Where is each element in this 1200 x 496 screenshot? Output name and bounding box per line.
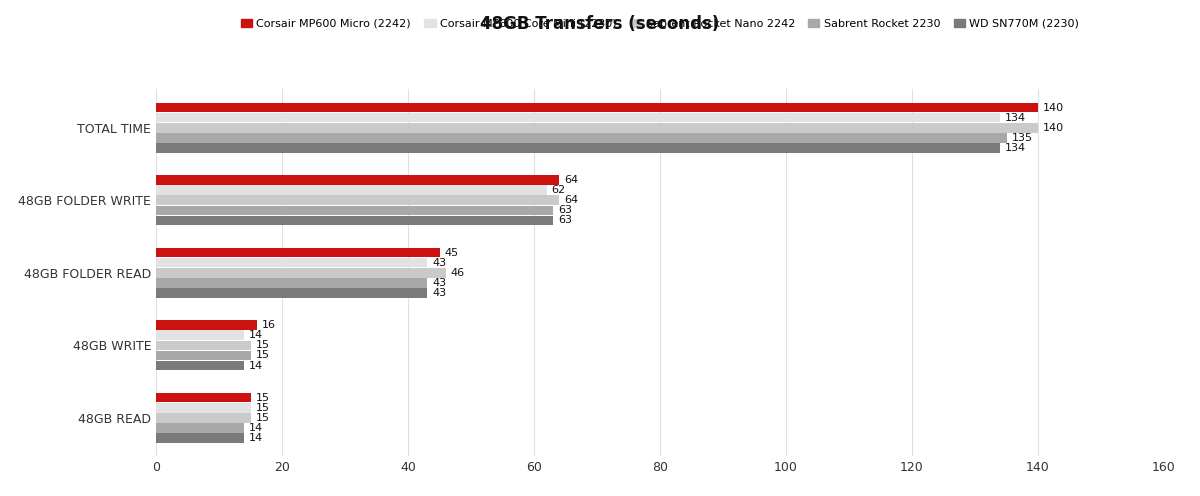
Bar: [156, 103, 1038, 113]
Text: 14: 14: [250, 361, 263, 371]
Text: 140: 140: [1043, 103, 1064, 113]
Bar: [156, 195, 559, 205]
Text: 14: 14: [250, 433, 263, 443]
Text: 14: 14: [250, 330, 263, 340]
Bar: [156, 186, 547, 195]
Bar: [156, 123, 1038, 132]
Text: 16: 16: [262, 320, 276, 330]
Text: 63: 63: [558, 215, 572, 226]
Bar: [156, 175, 559, 185]
Text: 134: 134: [1006, 113, 1026, 123]
Text: 62: 62: [552, 185, 565, 195]
Text: 15: 15: [256, 351, 270, 361]
Bar: [156, 351, 251, 360]
Text: 64: 64: [564, 195, 578, 205]
Text: 43: 43: [432, 278, 446, 288]
Text: 15: 15: [256, 393, 270, 403]
Text: 64: 64: [564, 175, 578, 185]
Text: 15: 15: [256, 403, 270, 413]
Text: 63: 63: [558, 205, 572, 215]
Text: 15: 15: [256, 340, 270, 350]
Bar: [156, 433, 245, 443]
Bar: [156, 330, 245, 340]
Bar: [156, 393, 251, 402]
Bar: [156, 216, 553, 225]
Bar: [156, 288, 427, 298]
Bar: [156, 278, 427, 288]
Text: 46: 46: [451, 268, 464, 278]
Text: 45: 45: [444, 248, 458, 257]
Bar: [156, 248, 439, 257]
Bar: [156, 113, 1001, 123]
Text: 14: 14: [250, 423, 263, 433]
Bar: [156, 143, 1001, 153]
Legend: Corsair MP600 Micro (2242), Corsair MP600 Core Mini (2230), Sabrent Rocket Nano : Corsair MP600 Micro (2242), Corsair MP60…: [236, 14, 1084, 33]
Text: 15: 15: [256, 413, 270, 423]
Bar: [156, 413, 251, 423]
Bar: [156, 133, 1007, 143]
Bar: [156, 320, 257, 330]
Bar: [156, 258, 427, 267]
Text: 135: 135: [1012, 133, 1032, 143]
Text: 43: 43: [432, 258, 446, 268]
Bar: [156, 361, 245, 371]
Bar: [156, 205, 553, 215]
Bar: [156, 403, 251, 413]
Bar: [156, 423, 245, 433]
Text: 140: 140: [1043, 123, 1064, 133]
Text: 134: 134: [1006, 143, 1026, 153]
Bar: [156, 268, 446, 278]
Text: 43: 43: [432, 288, 446, 298]
Text: 48GB Transfers (seconds): 48GB Transfers (seconds): [480, 15, 720, 33]
Bar: [156, 341, 251, 350]
